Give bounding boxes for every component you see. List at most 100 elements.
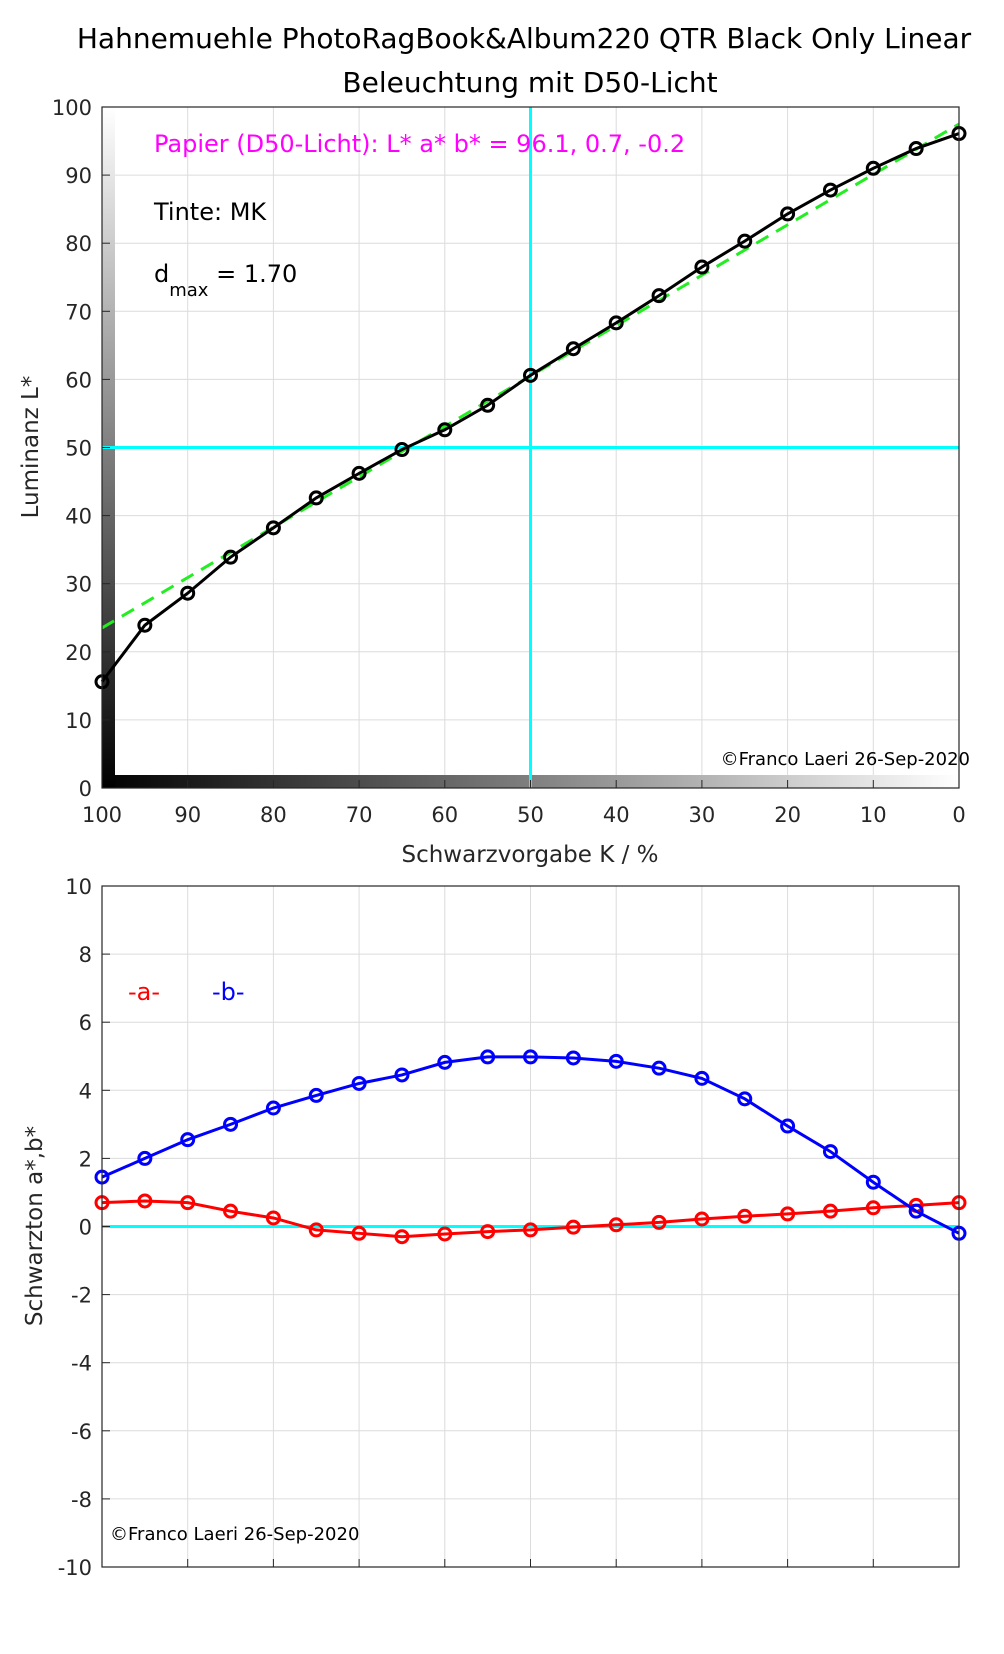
- linear-fit: [101, 122, 960, 630]
- series-b-point: [822, 1144, 838, 1160]
- luminance-point: [351, 465, 367, 481]
- series-b-point: [265, 1100, 281, 1116]
- y-tick-label: 0: [79, 1216, 92, 1240]
- luminance-point: [137, 617, 153, 633]
- luminance-point: [780, 206, 796, 222]
- series-b-point: [180, 1132, 196, 1148]
- series-a-point: [180, 1195, 196, 1211]
- plot1-xlabel: Schwarzvorgabe K / %: [401, 842, 658, 868]
- series-a-point: [565, 1219, 581, 1235]
- plot1-ticks: 100 90 80 70 60 50 40 30 20 10 0010203040506070809…: [52, 96, 966, 827]
- linear-fit-line: [101, 122, 960, 630]
- y-tick-label: -2: [71, 1284, 92, 1308]
- luminance-point: [908, 141, 924, 157]
- series-b-point: [394, 1067, 410, 1083]
- y-tick-label: 4: [79, 1079, 92, 1103]
- luminance-point: [223, 549, 239, 565]
- luminance-series: [94, 126, 967, 690]
- series-b-line: [101, 1055, 960, 1235]
- x-tick-label: 60: [431, 803, 458, 827]
- dmax-annotation: dmax = 1.70: [154, 260, 297, 301]
- x-tick-label: 20: [774, 803, 801, 827]
- paper-annotation: Papier (D50-Licht): L* a* b* = 96.1, 0.7…: [154, 130, 685, 158]
- chart-title: Hahnemuehle PhotoRagBook&Album220 QTR Bl…: [77, 22, 972, 55]
- series-a-point: [523, 1222, 538, 1238]
- y-tick-label: 80: [65, 232, 92, 256]
- series-a-point: [694, 1211, 710, 1227]
- series-a-point: [351, 1225, 367, 1241]
- plot2-ticks: -10 -8 -6 -4 -2 0 2 4 6 8 10: [58, 875, 960, 1580]
- x-tick-label: 100: [82, 803, 122, 827]
- dmax-base: d: [154, 260, 169, 288]
- y-tick-label: 8: [79, 943, 92, 967]
- plot1-reference-lines: [102, 107, 959, 788]
- ink-annotation: Tinte: MK: [153, 198, 267, 226]
- y-tick-label: 0: [79, 777, 92, 801]
- plot1-ylabel: Luminanz L*: [18, 376, 44, 519]
- y-tick-label: 70: [65, 300, 92, 324]
- series-a-point: [865, 1200, 881, 1216]
- series-b-point: [737, 1091, 753, 1107]
- luminance-point: [865, 160, 881, 176]
- series-b-point: [651, 1060, 667, 1076]
- dmax-value: = 1.70: [208, 260, 297, 288]
- series-b-point: [351, 1075, 367, 1091]
- luminance-point: [737, 233, 753, 249]
- y-tick-label: -10: [58, 1556, 92, 1580]
- y-tick-label: 6: [79, 1011, 92, 1035]
- luminance-line: [100, 132, 960, 683]
- series-a-point: [480, 1224, 496, 1240]
- luminance-point: [265, 520, 281, 536]
- series-a-point: [308, 1222, 324, 1238]
- series-a-point: [223, 1203, 239, 1219]
- y-tick-label: -4: [71, 1352, 92, 1376]
- plot2-copyright: ©Franco Laeri 26-Sep-2020: [110, 1524, 359, 1545]
- series-a-point: [437, 1226, 453, 1242]
- series-b-point: [908, 1203, 924, 1219]
- plot2-ylabel: Schwarzton a*,b*: [22, 1126, 48, 1326]
- y-tick-label: 30: [65, 573, 92, 597]
- series-a-line: [101, 1199, 960, 1239]
- y-tick-label: 10: [65, 875, 92, 899]
- luminance-point: [565, 341, 581, 357]
- series-a-point: [651, 1214, 667, 1230]
- series-b-point: [223, 1116, 239, 1132]
- luminance-point: [651, 288, 667, 304]
- y-tick-label: 90: [65, 164, 92, 188]
- series-b-point: [523, 1049, 538, 1065]
- luminance-point: [308, 490, 324, 506]
- series-b-point: [137, 1150, 153, 1166]
- y-tick-label: 50: [65, 437, 92, 461]
- series-a-point: [737, 1208, 753, 1224]
- series-b-point: [308, 1087, 324, 1103]
- y-tick-label: 2: [79, 1147, 92, 1171]
- series-a-point: [394, 1229, 410, 1245]
- y-tick-label: 10: [65, 709, 92, 733]
- x-tick-label: 70: [346, 803, 373, 827]
- luminance-point: [394, 442, 410, 458]
- x-tick-label: 80: [260, 803, 287, 827]
- series-a-point: [265, 1210, 281, 1226]
- luminance-point: [822, 182, 838, 198]
- dmax-subscript: max: [169, 280, 209, 301]
- legend-b: -b-: [212, 978, 245, 1006]
- y-tick-label: -6: [71, 1420, 92, 1444]
- x-tick-label: 10: [860, 803, 887, 827]
- series-a-point: [822, 1203, 838, 1219]
- luminance-point: [523, 367, 538, 383]
- x-tick-label: 0: [952, 803, 965, 827]
- y-tick-label: 40: [65, 505, 92, 529]
- y-tick-label: -8: [71, 1488, 92, 1512]
- series-a-point: [780, 1206, 796, 1222]
- x-tick-label: 30: [689, 803, 716, 827]
- plot1-copyright: ©Franco Laeri 26-Sep-2020: [721, 749, 970, 770]
- series-b-point: [565, 1050, 581, 1066]
- luminance-point: [180, 585, 196, 601]
- series-b-point: [694, 1070, 710, 1086]
- chart-subtitle: Beleuchtung mit D50-Licht: [342, 66, 717, 99]
- legend-a: -a-: [128, 978, 160, 1006]
- series-b-point: [608, 1053, 624, 1069]
- luminance-point: [437, 422, 453, 438]
- luminance-point: [694, 259, 710, 275]
